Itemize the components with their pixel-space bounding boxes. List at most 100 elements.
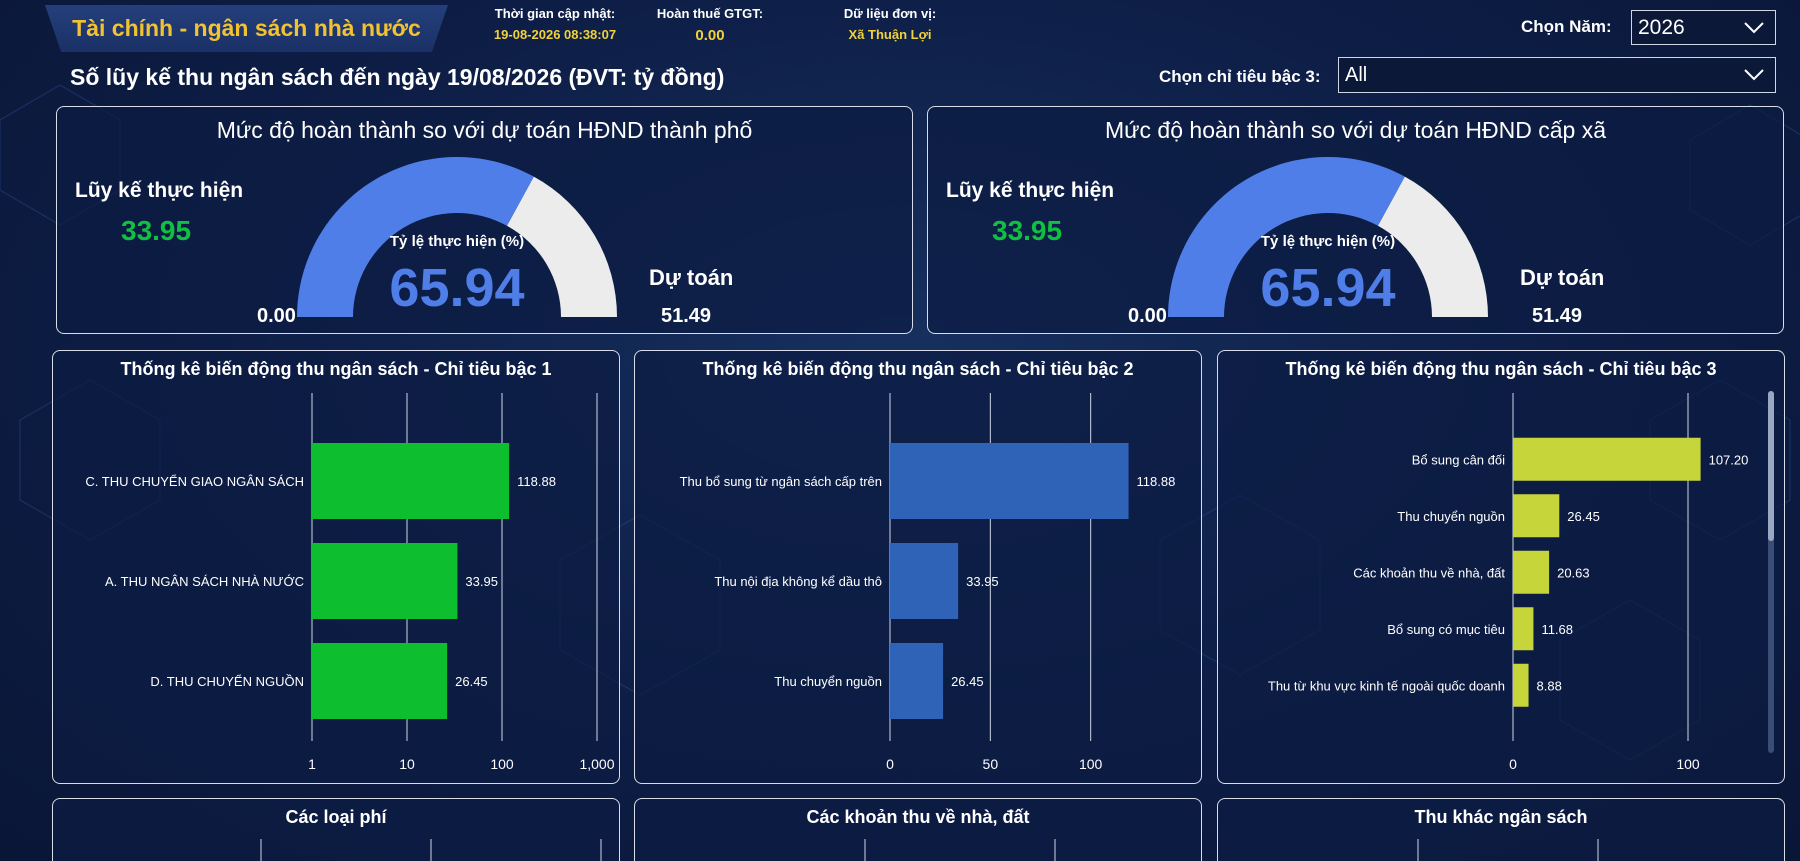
category-label: Bổ sung có mục tiêu: [1387, 622, 1505, 637]
bar[interactable]: [1513, 663, 1529, 707]
category-label: A. THU NGÂN SÁCH NHÀ NƯỚC: [105, 574, 304, 589]
bar-chart-level1: 1 10 100 1,000 C. THU CHUYỂN GIAO NGÂN SÁCH 1…: [85, 393, 615, 772]
gauge-fill-arc: [1168, 157, 1405, 317]
ratio-value: 65.94: [1260, 258, 1396, 318]
category-label: Thu bổ sung từ ngân sách cấp trên: [680, 474, 882, 489]
page-subtitle: Số lũy kế thu ngân sách đến ngày 19/08/2…: [70, 64, 725, 90]
data-label: 26.45: [951, 674, 984, 689]
year-select-value: 2026: [1638, 15, 1685, 39]
chart-title: Thống kê biến động thu ngân sách - Chỉ t…: [702, 359, 1134, 379]
x-tick-label: 100: [490, 756, 514, 772]
data-label: 33.95: [465, 574, 498, 589]
kpi-label: Lũy kế thực hiện: [946, 179, 1115, 202]
x-tick-label: 0: [886, 756, 894, 772]
chart-title: Thống kê biến động thu ngân sách - Chỉ t…: [120, 359, 552, 379]
data-label: 8.88: [1537, 678, 1562, 693]
land-revenue-grid: [864, 839, 1056, 861]
level3-select-label: Chọn chỉ tiêu bậc 3:: [1159, 67, 1321, 86]
data-label: 26.45: [1567, 509, 1600, 524]
update-time-label: Thời gian cập nhật:: [494, 6, 616, 21]
bar-chart-level3: 0 100 Bổ sung cân đối 107.20 Thu chuyển nguồ…: [1268, 393, 1749, 772]
chart-panel-level1: Thống kê biến động thu ngân sách - Chỉ t…: [52, 350, 620, 784]
update-time-value: 19-08-2026 08:38:07: [493, 27, 617, 42]
ratio-label: Tỷ lệ thực hiện (%): [389, 233, 525, 250]
bar[interactable]: [890, 543, 959, 619]
bar[interactable]: [312, 443, 510, 519]
gauge-title: Mức độ hoàn thành so với dự toán HĐND cấ…: [1104, 117, 1606, 143]
category-label: Thu chuyển nguồn: [774, 674, 882, 689]
scrollbar-track[interactable]: [1768, 391, 1774, 753]
category-label: Các khoản thu về nhà, đất: [1353, 565, 1505, 580]
scrollbar-thumb[interactable]: [1768, 391, 1774, 541]
target-label: Dự toán: [649, 265, 734, 290]
data-label: 11.68: [1541, 622, 1573, 637]
kpi-label: Lũy kế thực hiện: [75, 179, 244, 202]
x-tick-label: 1,000: [579, 756, 614, 772]
data-label: 107.20: [1709, 452, 1749, 467]
category-label: Thu từ khu vực kinh tế ngoài quốc doanh: [1268, 678, 1505, 693]
page-title: Tài chính - ngân sách nhà nước: [45, 5, 448, 52]
other-revenue-panel: Thu khác ngân sách: [1217, 798, 1785, 861]
chart-title: Thống kê biến động thu ngân sách - Chỉ t…: [1285, 359, 1717, 379]
gauge-panel-city: Mức độ hoàn thành so với dự toán HĐND th…: [56, 106, 913, 334]
gauge-chart: [297, 157, 617, 317]
ratio-label: Tỷ lệ thực hiện (%): [1260, 233, 1396, 250]
kpi-value: 33.95: [121, 215, 192, 246]
gauge-rest-arc: [1377, 176, 1488, 317]
bar[interactable]: [1513, 607, 1534, 651]
gauge-chart: [1168, 157, 1488, 317]
bar[interactable]: [890, 643, 944, 719]
gauge-min-label: 0.00: [1128, 305, 1167, 327]
gauge-panel-commune: Mức độ hoàn thành so với dự toán HĐND cấ…: [927, 106, 1784, 334]
bar[interactable]: [312, 543, 458, 619]
unit-data-value: Xã Thuận Lợi: [848, 27, 932, 42]
year-select[interactable]: 2026: [1631, 10, 1776, 45]
data-label: 118.88: [517, 474, 556, 489]
panel-title: Các loại phí: [285, 807, 387, 827]
bar-chart-level2: 0 50 100 Thu bổ sung từ ngân sách cấp trên 1…: [680, 393, 1176, 772]
gauge-rest-arc: [506, 176, 617, 317]
data-label: 26.45: [455, 674, 488, 689]
ratio-value: 65.94: [389, 258, 525, 318]
kpi-value: 33.95: [992, 215, 1063, 246]
bar[interactable]: [1513, 494, 1560, 538]
category-label: D. THU CHUYỂN NGUỒN: [150, 674, 304, 689]
target-value: 51.49: [1532, 305, 1583, 327]
gauge-title: Mức độ hoàn thành so với dự toán HĐND th…: [216, 117, 753, 143]
panel-title: Thu khác ngân sách: [1414, 807, 1588, 827]
panel-title: Các khoản thu về nhà, đất: [806, 807, 1030, 827]
x-tick-label: 100: [1676, 756, 1700, 772]
data-label: 33.95: [966, 574, 999, 589]
level3-select[interactable]: All: [1338, 57, 1776, 93]
category-label: Thu nội địa không kể dầu thô: [714, 574, 882, 589]
x-tick-label: 1: [308, 756, 316, 772]
x-tick-label: 50: [983, 756, 999, 772]
category-label: C. THU CHUYỂN GIAO NGÂN SÁCH: [85, 474, 304, 489]
fees-grid: [260, 839, 602, 861]
category-label: Thu chuyển nguồn: [1397, 509, 1505, 524]
data-label: 20.63: [1557, 565, 1590, 580]
data-label: 118.88: [1137, 474, 1176, 489]
x-tick-label: 0: [1509, 756, 1517, 772]
unit-data-label: Dữ liệu đơn vị:: [843, 6, 937, 21]
fees-panel: Các loại phí: [52, 798, 620, 861]
bar[interactable]: [890, 443, 1129, 519]
vat-refund-label: Hoàn thuế GTGT:: [656, 6, 764, 21]
other-revenue-grid: [1417, 839, 1599, 861]
chevron-down-icon: [1744, 69, 1764, 81]
vat-refund-value: 0.00: [695, 27, 725, 44]
gauge-fill-arc: [297, 157, 534, 317]
x-tick-label: 10: [399, 756, 415, 772]
category-label: Bổ sung cân đối: [1412, 452, 1505, 467]
bar[interactable]: [1513, 550, 1550, 594]
target-value: 51.49: [661, 305, 712, 327]
target-label: Dự toán: [1520, 265, 1605, 290]
bar[interactable]: [312, 643, 448, 719]
bar[interactable]: [1513, 437, 1701, 481]
gauge-min-label: 0.00: [257, 305, 296, 327]
level3-select-value: All: [1345, 63, 1368, 86]
chevron-down-icon: [1744, 21, 1764, 33]
land-revenue-panel: Các khoản thu về nhà, đất: [634, 798, 1202, 861]
chart-panel-level3: Thống kê biến động thu ngân sách - Chỉ t…: [1217, 350, 1785, 784]
year-select-label: Chọn Năm:: [1521, 17, 1612, 36]
